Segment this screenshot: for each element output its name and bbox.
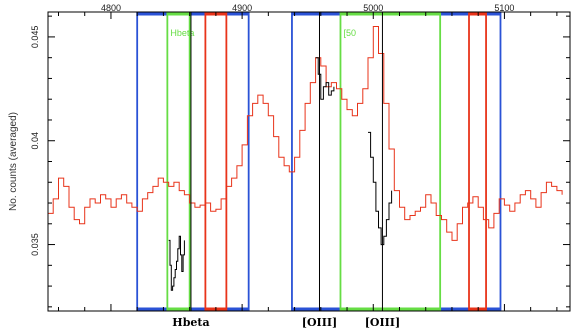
band-6 xyxy=(468,11,487,312)
series-spectrum xyxy=(48,26,563,241)
x-tick-label: 5000 xyxy=(363,3,383,13)
band-3 xyxy=(204,11,228,312)
line-marker-label: [OIII] xyxy=(302,316,337,329)
band-label: [50 xyxy=(343,28,356,38)
series-residual-oiii-5007 xyxy=(368,131,393,246)
markers-layer: Hbeta [OIII] [OIII] xyxy=(172,12,400,329)
line-marker-label: Hbeta xyxy=(172,316,209,329)
series-residual-hbeta xyxy=(168,235,185,291)
line-marker: [OIII] xyxy=(302,12,337,329)
y-axis-label: No. counts (averaged) xyxy=(8,112,19,211)
band-label: Hbeta xyxy=(170,28,194,38)
x-tick-label: 5100 xyxy=(494,3,514,13)
band-5: [50 xyxy=(339,11,442,312)
band-2: Hbeta xyxy=(166,11,194,312)
series-residual-oiii-4959 xyxy=(315,57,335,100)
band-1 xyxy=(136,11,250,312)
x-tick-label: 4900 xyxy=(232,3,252,13)
series-layer xyxy=(48,26,563,291)
x-tick-label: 4800 xyxy=(101,3,121,13)
line-marker-label: [OIII] xyxy=(365,316,400,329)
line-marker: [OIII] xyxy=(365,12,400,329)
line-marker: Hbeta xyxy=(172,12,210,329)
y-tick-label: 0.045 xyxy=(30,26,40,49)
ticks-layer: 4800 4900 5000 5100 0.035 0.04 0.045 xyxy=(30,3,570,311)
bands-layer: Hbeta [50 xyxy=(136,11,502,312)
y-tick-label: 0.04 xyxy=(30,132,40,150)
y-tick-label: 0.035 xyxy=(30,233,40,256)
plot-frame xyxy=(47,11,571,312)
